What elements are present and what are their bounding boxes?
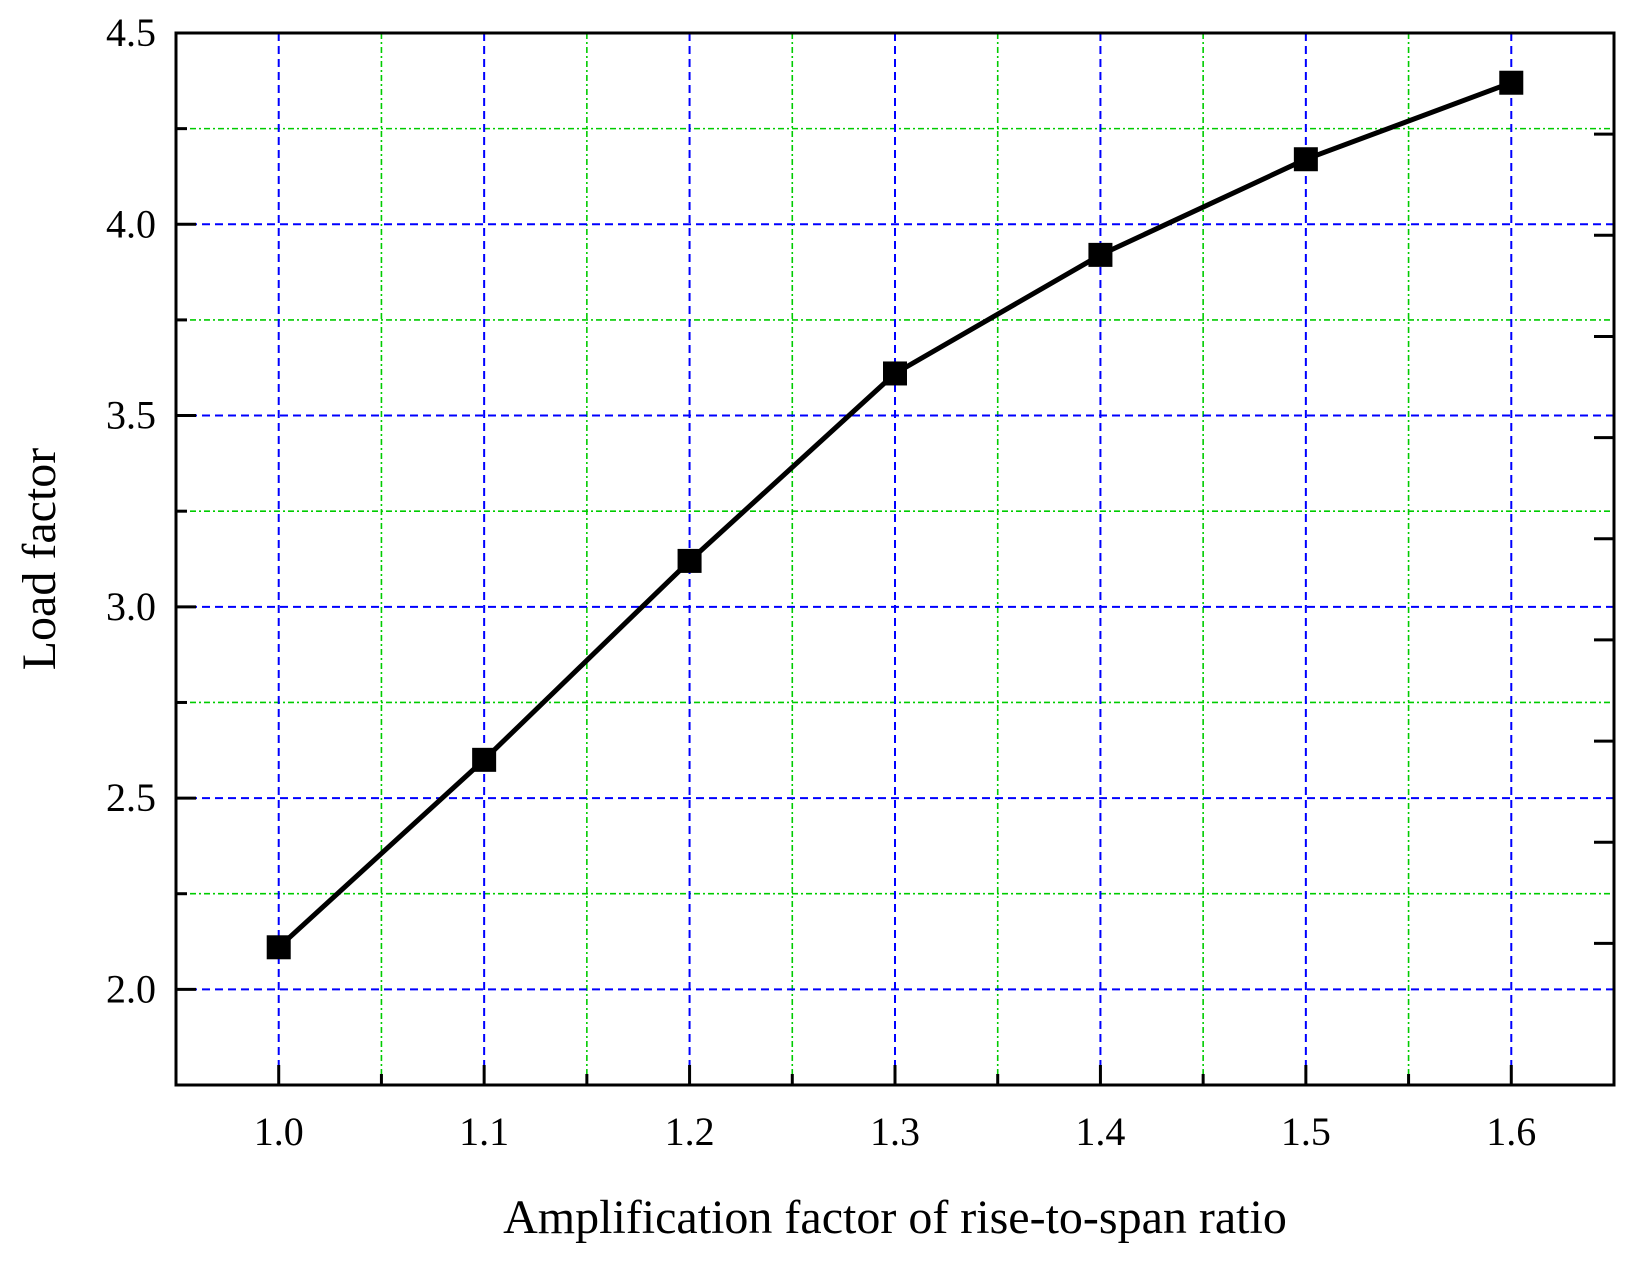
data-point-marker [1088,242,1113,267]
data-point-marker [1499,70,1524,95]
data-point-marker [266,935,291,960]
x-tick-label: 1.5 [1281,1109,1331,1154]
x-tick-labels: 1.0 1.1 1.2 1.3 1.4 1.5 1.6 [254,1109,1537,1154]
x-axis-title: Amplification factor of rise-to-span rat… [503,1191,1287,1244]
y-tick-labels: 2.0 2.5 3.0 3.5 4.0 4.5 [106,10,156,1011]
y-tick-label: 4.5 [106,10,156,55]
data-point-marker [677,548,702,573]
series-layer [266,70,1524,960]
y-tick-label: 2.0 [106,966,156,1011]
x-tick-label: 1.2 [665,1109,715,1154]
major-gridlines [176,33,1614,1085]
y-axis-title: Load factor [13,448,66,671]
x-tick-label: 1.0 [254,1109,304,1154]
y-tick-label: 2.5 [106,775,156,820]
x-tick-label: 1.6 [1486,1109,1536,1154]
x-tick-label: 1.1 [459,1109,509,1154]
y-tick-label: 3.0 [106,584,156,629]
y-tick-label: 3.5 [106,393,156,438]
y-tick-label: 4.0 [106,201,156,246]
x-tick-label: 1.4 [1075,1109,1125,1154]
x-tick-label: 1.3 [870,1109,920,1154]
data-point-marker [472,747,497,772]
data-point-marker [883,361,907,386]
axis-ticks [176,31,1614,1085]
data-point-marker [1293,147,1318,172]
